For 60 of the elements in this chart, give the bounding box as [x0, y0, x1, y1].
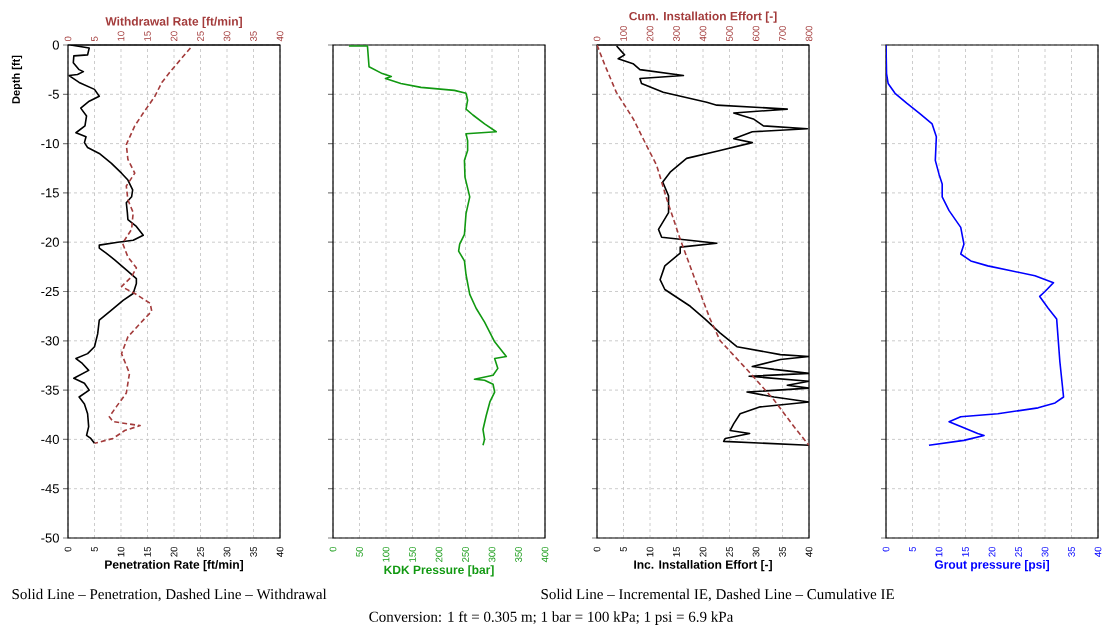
- x-tick-label: 5: [91, 36, 98, 42]
- x-tick-label: 25: [197, 31, 204, 41]
- y-tick-label: -15: [41, 188, 59, 198]
- x2-tick-label: 600: [752, 25, 760, 41]
- x-tick-label: 10: [646, 546, 654, 557]
- x-tick-label: 350: [515, 546, 522, 563]
- x-tick-label: 30: [752, 546, 760, 557]
- x-tick-label: 0: [593, 546, 601, 552]
- x-tick-label: 15: [962, 546, 969, 557]
- x-tick-label: 35: [250, 31, 257, 42]
- text: Solid Line – Incremental IE, Dashed Line – Cumulative IE: [541, 588, 894, 602]
- text: Solid Line – Penetration, Dashed Line – Withdrawal: [12, 588, 327, 602]
- x-tick-label: 15: [144, 31, 151, 41]
- y-tick-label: -40: [41, 434, 59, 444]
- x-tick-label: 35: [1068, 546, 1075, 557]
- x-tick-label: 30: [1041, 546, 1049, 557]
- y-tick-label: -20: [41, 237, 59, 247]
- x-tick-label: 20: [988, 546, 996, 557]
- x-tick-label: 0: [882, 546, 890, 552]
- x-tick-label: 10: [935, 546, 943, 557]
- x-tick-label: 150: [409, 546, 416, 562]
- x2-axis-title: Withdrawal Rate [ft/min]: [105, 16, 242, 29]
- x-tick-label: 25: [726, 546, 733, 557]
- y-tick-label: -35: [41, 385, 59, 395]
- x-tick-label: 300: [488, 546, 496, 563]
- x-tick-label: 50: [356, 546, 363, 557]
- x-tick-label: 400: [541, 546, 549, 563]
- x-tick-label: 200: [435, 546, 443, 562]
- x-axis-title: Inc. Installation Effort [-]: [634, 559, 772, 572]
- x-tick-label: 20: [170, 31, 178, 41]
- x-tick-label: 25: [1015, 546, 1022, 557]
- y-tick-label: -45: [41, 484, 59, 494]
- x2-axis-title: Cum. Installation Effort [-]: [629, 11, 777, 23]
- x-tick-label: 100: [382, 546, 390, 562]
- y-axis-title: Depth [ft]: [11, 55, 23, 104]
- x-tick-label: 20: [699, 546, 707, 557]
- text: Conversion: 1 ft = 0.305 m; 1 bar = 100 kPa; 1 psi = 6.9 kPa: [369, 611, 734, 625]
- x-axis-title: Grout pressure [psi]: [934, 559, 1050, 572]
- x-tick-label: 250: [462, 546, 469, 562]
- y-tick-label: -10: [41, 138, 59, 149]
- x2-tick-label: 500: [726, 25, 733, 42]
- x-tick-label: 35: [779, 546, 786, 557]
- x-tick-label: 0: [64, 36, 72, 42]
- y-tick-label: -30: [41, 336, 59, 346]
- x-tick-label: 30: [223, 31, 231, 42]
- x-tick-label: 40: [276, 31, 284, 42]
- x-tick-label: 15: [673, 546, 680, 557]
- x2-tick-label: 700: [779, 25, 786, 41]
- x-axis-title: KDK Pressure [bar]: [384, 565, 494, 577]
- x-axis-title: Penetration Rate [ft/min]: [105, 559, 243, 572]
- x-tick-label: 5: [620, 546, 627, 552]
- x-tick-label: 0: [329, 546, 337, 552]
- x-tick-label: 10: [117, 31, 125, 41]
- x-tick-label: 40: [1094, 546, 1102, 557]
- y-tick-label: -50: [41, 533, 59, 543]
- x2-tick-label: 800: [805, 25, 813, 42]
- x-tick-label: 40: [805, 546, 813, 557]
- y-tick-label: -25: [41, 286, 59, 297]
- y-tick-label: -5: [48, 89, 59, 99]
- x-tick-label: 5: [909, 546, 916, 552]
